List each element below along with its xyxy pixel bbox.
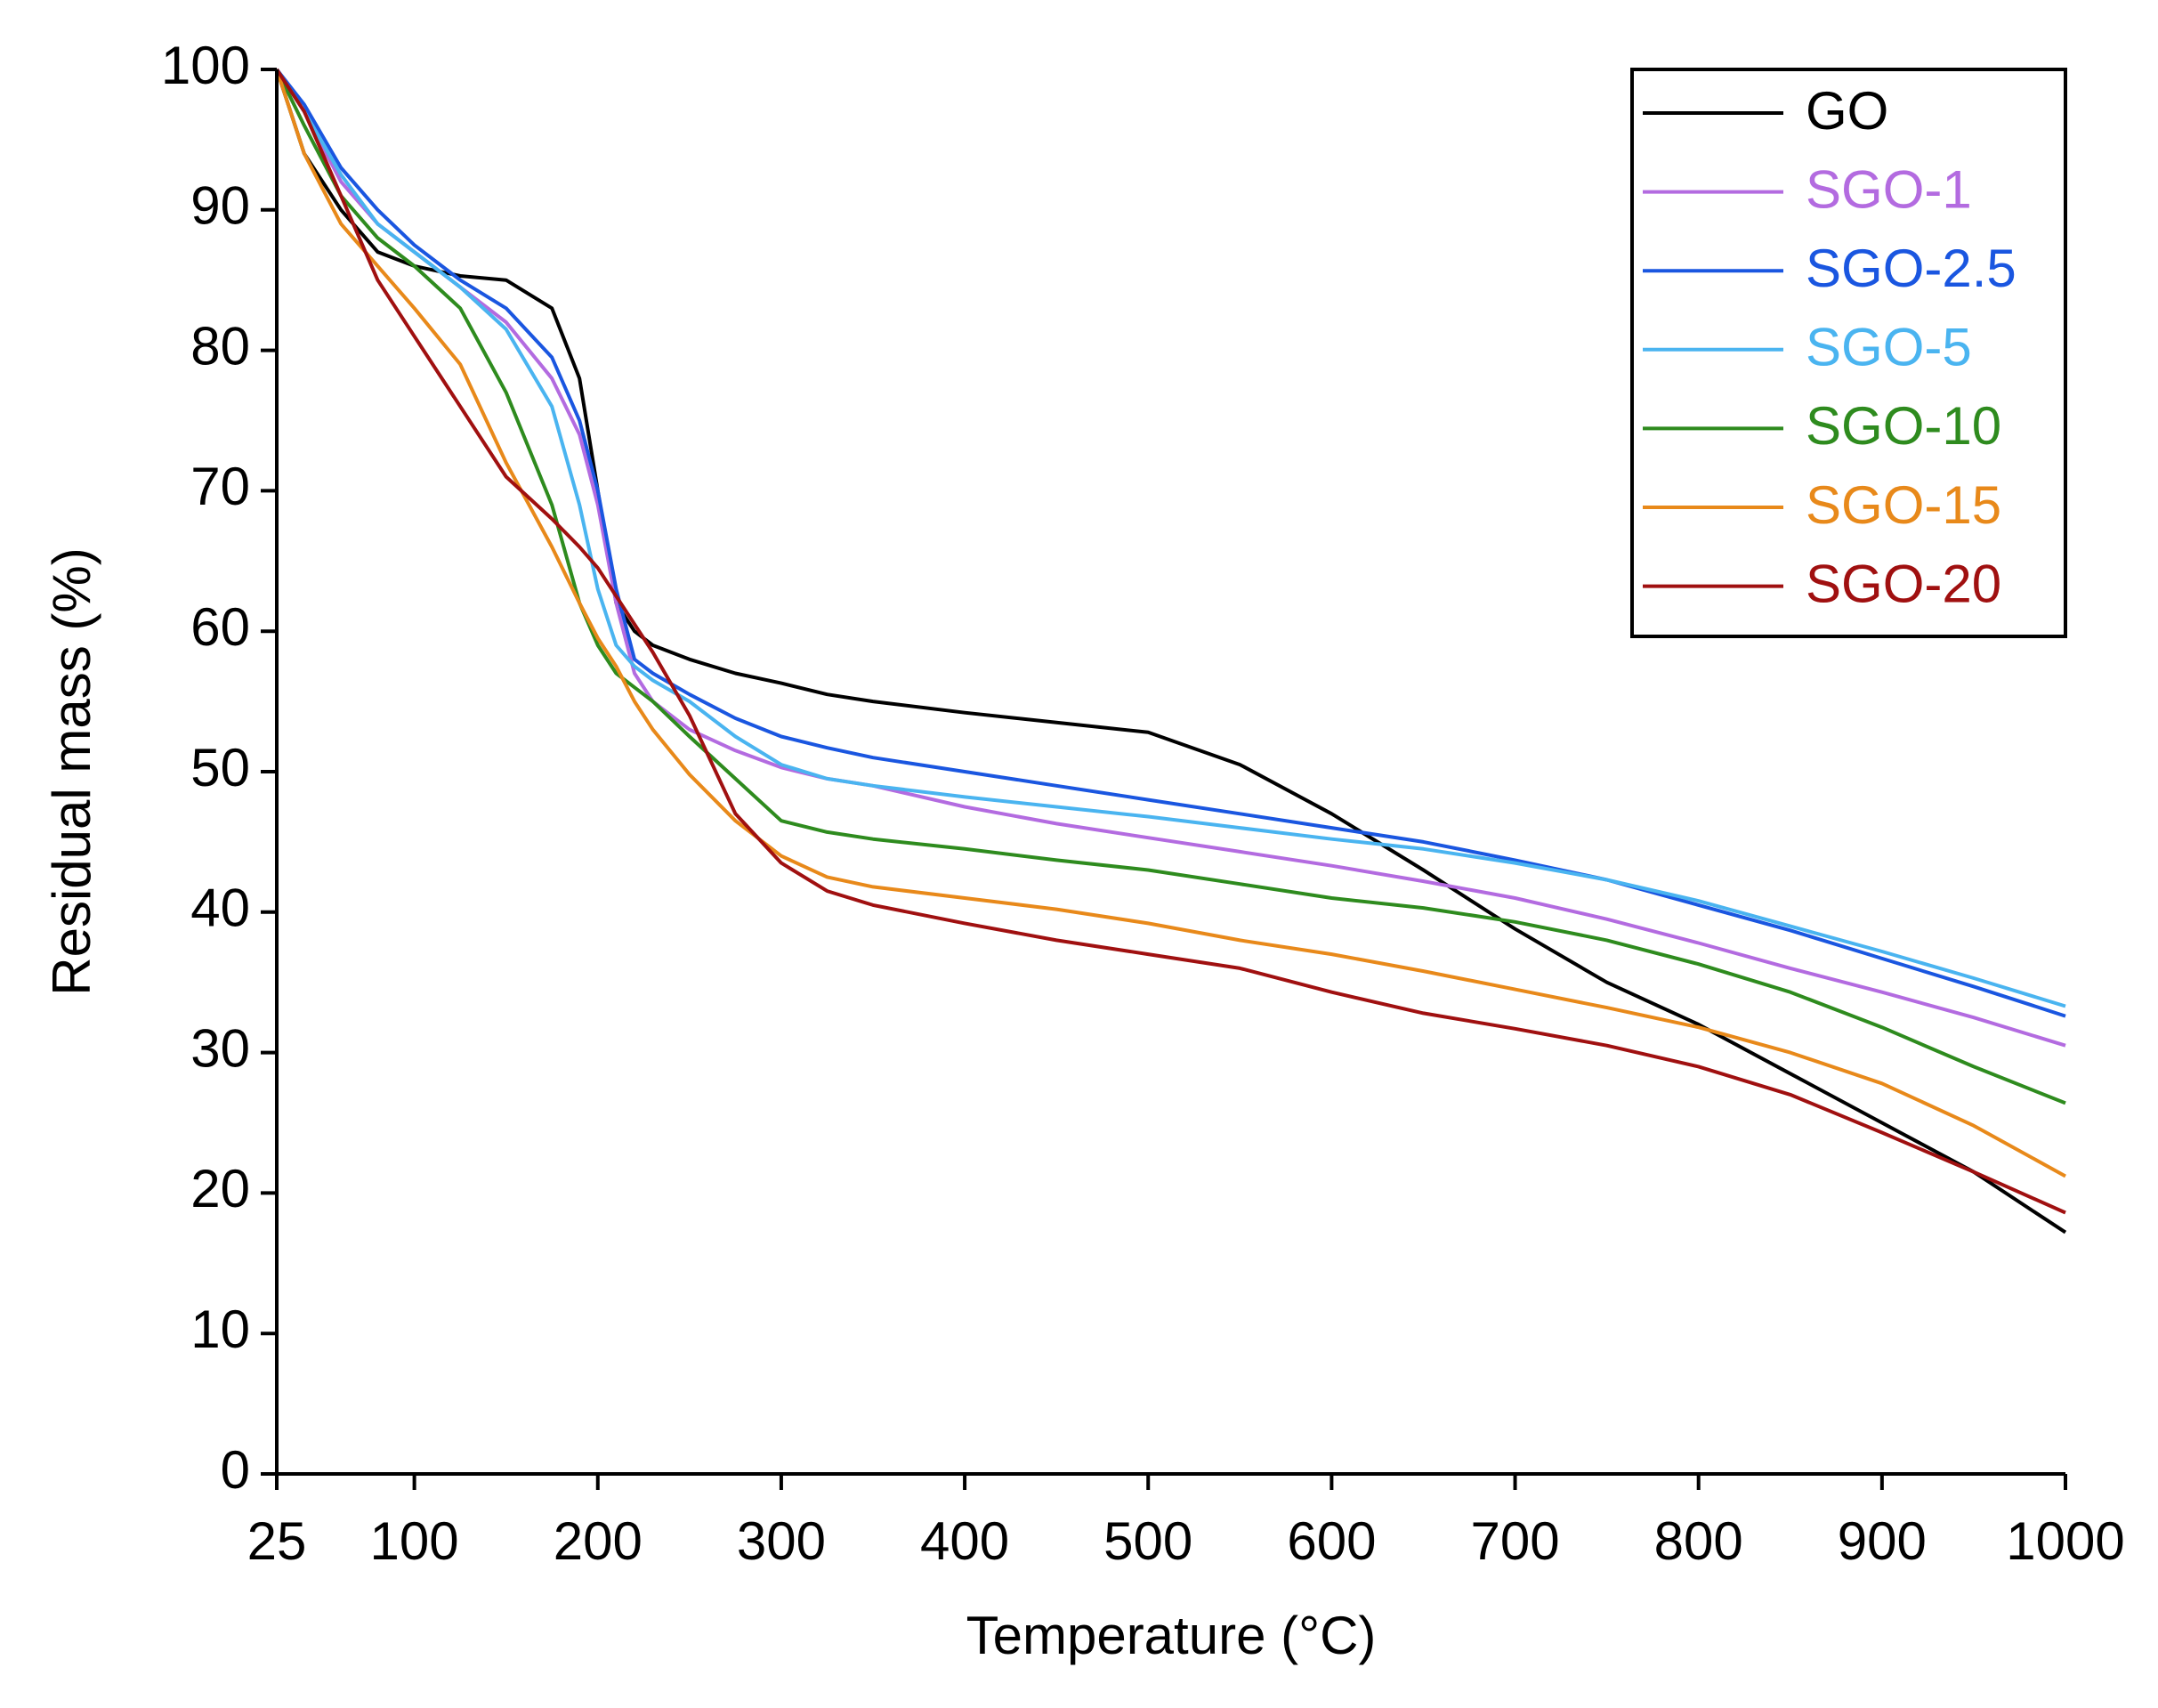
y-tick-label: 70 (190, 457, 250, 516)
y-tick-label: 50 (190, 738, 250, 797)
legend-label: SGO-20 (1806, 554, 2001, 613)
legend-label: SGO-10 (1806, 396, 2001, 456)
legend-label: SGO-2.5 (1806, 239, 2017, 298)
legend-label: SGO-15 (1806, 475, 2001, 535)
x-tick-label: 100 (370, 1511, 459, 1571)
y-tick-label: 30 (190, 1018, 250, 1078)
x-tick-label: 25 (247, 1511, 307, 1571)
series-line (275, 69, 2067, 1234)
x-tick-label: 300 (737, 1511, 826, 1571)
x-tick-label: 700 (1470, 1511, 1559, 1571)
x-tick-label: 1000 (2006, 1511, 2124, 1571)
x-axis-title: Temperature (°C) (966, 1606, 1377, 1665)
series-line (275, 69, 2066, 1105)
y-axis-title: Residual mass (%) (42, 547, 101, 995)
x-tick-label: 400 (920, 1511, 1009, 1571)
legend-label: SGO-5 (1806, 318, 1972, 377)
series-line (275, 68, 2066, 1215)
x-tick-label: 200 (554, 1511, 643, 1571)
series-line (275, 69, 2066, 1178)
series-line (275, 68, 2066, 1008)
y-tick-label: 100 (161, 36, 250, 95)
y-tick-label: 10 (190, 1299, 250, 1359)
y-tick-label: 0 (221, 1440, 250, 1500)
legend-label: SGO-1 (1806, 159, 1972, 219)
legend-label: GO (1806, 81, 1888, 141)
x-tick-label: 900 (1838, 1511, 1927, 1571)
y-tick-label: 60 (190, 597, 250, 657)
y-tick-label: 90 (190, 176, 250, 236)
y-tick-label: 80 (190, 316, 250, 376)
x-tick-label: 800 (1654, 1511, 1743, 1571)
y-tick-label: 20 (190, 1159, 250, 1218)
legend-box (1630, 68, 2067, 638)
x-tick-label: 600 (1287, 1511, 1376, 1571)
x-tick-label: 500 (1103, 1511, 1192, 1571)
y-tick-label: 40 (190, 878, 250, 938)
